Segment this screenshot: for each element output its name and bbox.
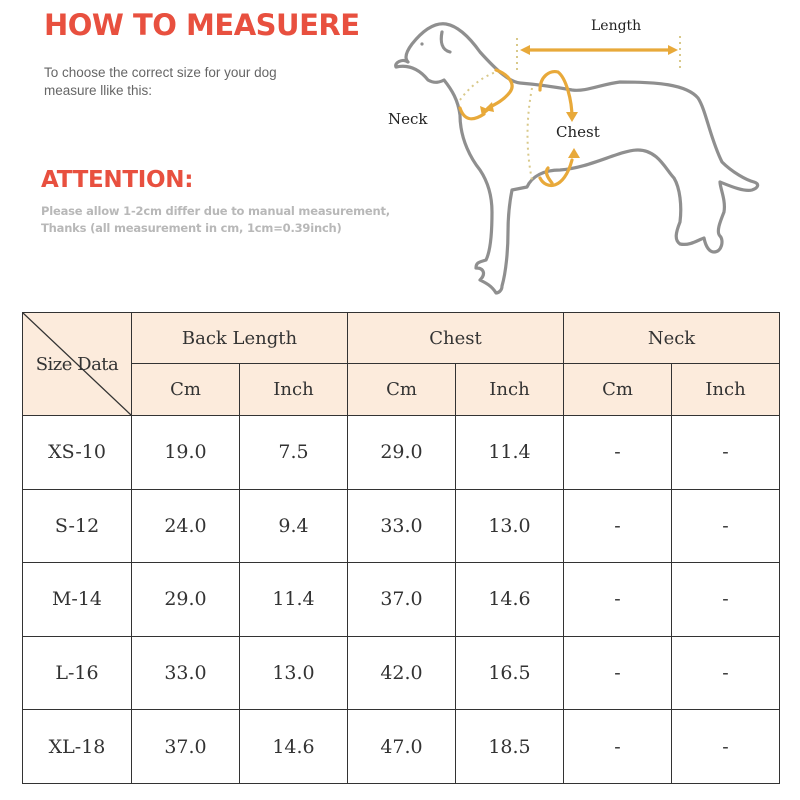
neck-inch-cell: - <box>670 562 781 637</box>
page-title: HOW TO MEASUERE <box>44 8 360 42</box>
table-row: S-12 24.0 9.4 33.0 13.0 - - <box>22 488 781 564</box>
chest-cm-cell: 33.0 <box>347 488 456 564</box>
length-label: Length <box>591 18 642 34</box>
back-length-cm-cell: 19.0 <box>131 415 240 490</box>
neck-inch-cell: - <box>670 415 781 490</box>
unit-header-back-length-inch: Inch <box>239 363 348 416</box>
back-length-inch-cell: 11.4 <box>239 562 348 637</box>
table-row: XS-10 19.0 7.5 29.0 11.4 - - <box>22 415 781 490</box>
header-row-groups: Size Data Back Length Chest Neck <box>22 312 781 416</box>
unit-header-neck-inch: Inch <box>670 363 781 416</box>
back-length-inch-cell: 13.0 <box>239 635 348 711</box>
chest-cm-cell: 47.0 <box>347 709 456 784</box>
back-length-cm-cell: 24.0 <box>131 488 240 564</box>
unit-header-back-length-cm: Cm <box>131 363 240 416</box>
dog-measurement-diagram: Length Neck Chest <box>380 0 800 305</box>
chest-inch-cell: 18.5 <box>455 709 564 784</box>
back-length-inch-cell: 14.6 <box>239 709 348 784</box>
neck-cm-cell: - <box>563 635 672 711</box>
unit-header-chest-inch: Inch <box>455 363 564 416</box>
attention-line-2: Thanks (all measurement in cm, 1cm=0.39i… <box>41 221 342 235</box>
chest-label: Chest <box>556 123 600 141</box>
intro-text: To choose the correct size for your dog … <box>44 64 344 100</box>
diagonal-divider-icon <box>23 313 131 415</box>
chest-inch-cell: 13.0 <box>455 488 564 564</box>
chest-cm-cell: 29.0 <box>347 415 456 490</box>
neck-cm-cell: - <box>563 709 672 784</box>
neck-cm-cell: - <box>563 562 672 637</box>
chest-cm-cell: 42.0 <box>347 635 456 711</box>
table-row: XL-18 37.0 14.6 47.0 18.5 - - <box>22 709 781 784</box>
neck-inch-cell: - <box>670 488 781 564</box>
back-length-inch-cell: 9.4 <box>239 488 348 564</box>
corner-header-cell: Size Data <box>22 312 132 416</box>
back-length-cm-cell: 37.0 <box>131 709 240 784</box>
size-cell: S-12 <box>22 488 132 564</box>
size-cell: L-16 <box>22 635 132 711</box>
header-row-units: Cm Inch Cm Inch Cm Inch <box>23 363 781 416</box>
chest-inch-cell: 16.5 <box>455 635 564 711</box>
intro-line-2: measure llike this: <box>44 83 153 98</box>
attention-title: ATTENTION: <box>41 167 194 193</box>
unit-header-neck-cm: Cm <box>563 363 672 416</box>
corner-label: Size Data <box>35 353 119 375</box>
back-length-cm-cell: 33.0 <box>131 635 240 711</box>
back-length-inch-cell: 7.5 <box>239 415 348 490</box>
attention-note: Please allow 1-2cm differ due to manual … <box>41 203 421 237</box>
group-header-neck: Neck <box>562 312 781 364</box>
dog-silhouette-measurement-icon <box>394 22 760 295</box>
chest-inch-cell: 14.6 <box>455 562 564 637</box>
neck-inch-cell: - <box>670 709 781 784</box>
size-cell: XL-18 <box>22 709 132 784</box>
size-cell: XS-10 <box>22 415 132 490</box>
size-chart-table: Size Data Back Length Chest Neck Cm Inch… <box>22 312 781 784</box>
neck-cm-cell: - <box>563 415 672 490</box>
group-header-back-length: Back Length <box>131 312 348 364</box>
table-row: L-16 33.0 13.0 42.0 16.5 - - <box>22 635 781 711</box>
group-header-chest: Chest <box>347 312 564 364</box>
chest-cm-cell: 37.0 <box>347 562 456 637</box>
size-cell: M-14 <box>22 562 132 637</box>
intro-line-1: To choose the correct size for your dog <box>44 65 277 80</box>
back-length-cm-cell: 29.0 <box>131 562 240 637</box>
chest-inch-cell: 11.4 <box>455 415 564 490</box>
table-row: M-14 29.0 11.4 37.0 14.6 - - <box>22 562 781 637</box>
unit-header-chest-cm: Cm <box>347 363 456 416</box>
neck-label: Neck <box>388 110 428 128</box>
attention-line-1: Please allow 1-2cm differ due to manual … <box>41 204 390 218</box>
neck-cm-cell: - <box>563 488 672 564</box>
neck-inch-cell: - <box>670 635 781 711</box>
